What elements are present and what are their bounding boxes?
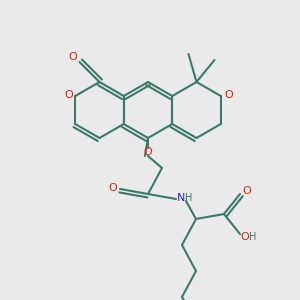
Text: O: O bbox=[243, 186, 251, 196]
Text: O: O bbox=[68, 52, 77, 62]
Text: O: O bbox=[109, 183, 117, 193]
Text: H: H bbox=[185, 193, 193, 203]
Text: O: O bbox=[241, 232, 249, 242]
Text: N: N bbox=[177, 193, 185, 203]
Text: O: O bbox=[64, 90, 73, 100]
Text: H: H bbox=[249, 232, 257, 242]
Text: O: O bbox=[144, 147, 152, 157]
Text: O: O bbox=[224, 90, 233, 100]
